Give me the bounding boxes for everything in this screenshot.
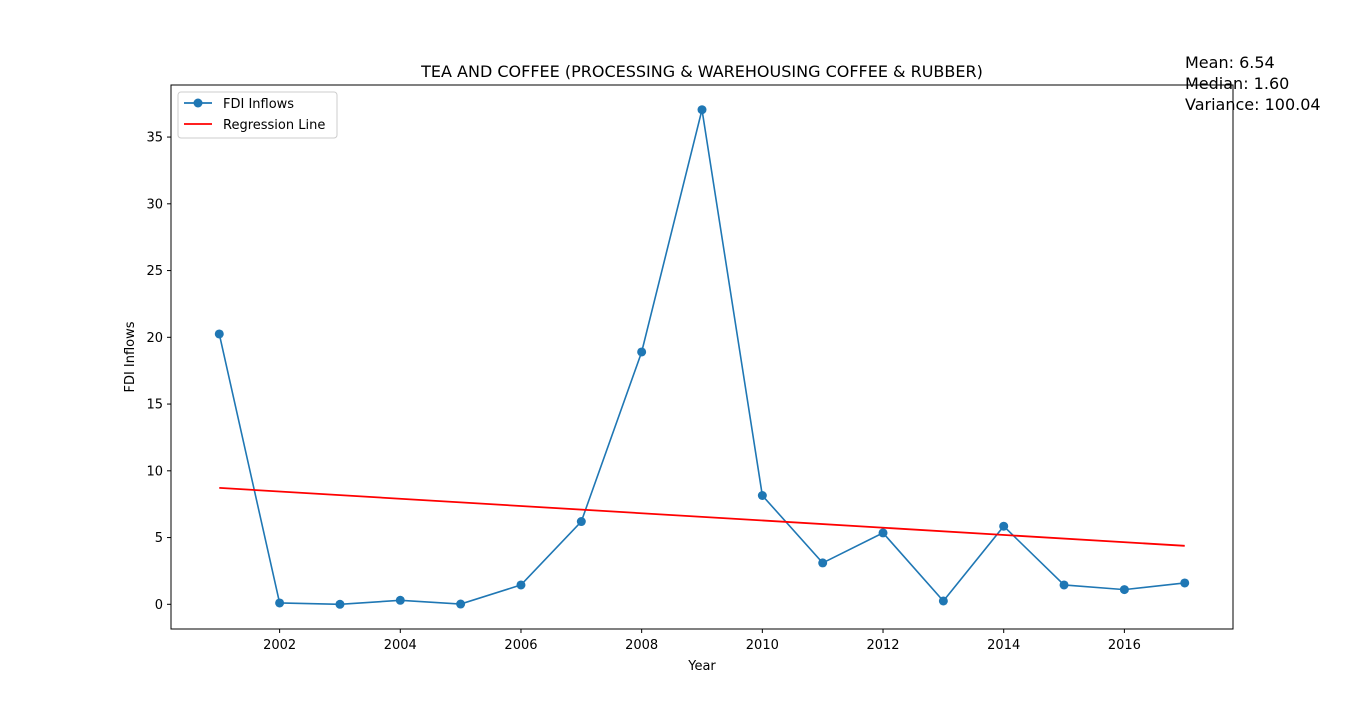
y-tick-label: 0 bbox=[155, 598, 163, 613]
y-tick-label: 30 bbox=[146, 197, 163, 212]
y-tick-label: 25 bbox=[146, 264, 163, 279]
y-axis-label: FDI Inflows bbox=[123, 321, 138, 392]
fdi-data-point bbox=[818, 558, 828, 568]
legend-regression-label: Regression Line bbox=[223, 118, 325, 133]
x-tick-label: 2010 bbox=[746, 638, 779, 653]
fdi-data-point bbox=[1059, 580, 1069, 590]
y-tick-label: 5 bbox=[155, 531, 163, 546]
fdi-data-point bbox=[576, 517, 586, 527]
fdi-data-point bbox=[275, 598, 285, 608]
x-tick-label: 2012 bbox=[866, 638, 899, 653]
x-axis: 2002 2004 2006 2008 2010 2012 2014 2016 bbox=[263, 629, 1141, 653]
y-axis: 0 5 10 15 20 25 30 35 bbox=[146, 131, 171, 613]
fdi-data-point bbox=[697, 105, 707, 115]
fdi-data-point bbox=[1119, 585, 1129, 595]
fdi-data-point bbox=[1180, 578, 1190, 588]
x-tick-label: 2014 bbox=[987, 638, 1020, 653]
x-tick-label: 2006 bbox=[504, 638, 537, 653]
stat-mean: Mean: 6.54 bbox=[1185, 53, 1275, 72]
fdi-data-point bbox=[938, 596, 948, 606]
fdi-data-point bbox=[395, 595, 405, 605]
x-tick-label: 2008 bbox=[625, 638, 658, 653]
chart-title: TEA AND COFFEE (PROCESSING & WAREHOUSING… bbox=[420, 62, 983, 81]
fdi-data-point bbox=[456, 599, 466, 609]
fdi-data-point bbox=[757, 491, 767, 501]
fdi-data-point bbox=[637, 347, 647, 357]
x-tick-label: 2002 bbox=[263, 638, 296, 653]
legend-box bbox=[177, 91, 338, 139]
regression-line bbox=[219, 486, 1185, 547]
y-tick-label: 10 bbox=[146, 464, 163, 479]
stat-variance: Variance: 100.04 bbox=[1185, 95, 1321, 114]
fdi-data-point bbox=[878, 528, 888, 538]
plot-area bbox=[170, 84, 1234, 630]
legend-fdi-marker bbox=[193, 98, 203, 108]
x-tick-label: 2016 bbox=[1108, 638, 1141, 653]
stats-annotation: Mean: 6.54 Median: 1.60 Variance: 100.04 bbox=[1185, 53, 1321, 114]
legend: FDI Inflows Regression Line bbox=[177, 91, 338, 139]
stat-median: Median: 1.60 bbox=[1185, 74, 1289, 93]
fdi-data-point bbox=[516, 580, 526, 590]
x-axis-label: Year bbox=[687, 659, 716, 674]
fdi-data-point bbox=[214, 329, 224, 339]
y-tick-label: 20 bbox=[146, 331, 163, 346]
fdi-data-point bbox=[335, 599, 345, 609]
x-tick-label: 2004 bbox=[384, 638, 417, 653]
fdi-data-point bbox=[999, 521, 1009, 531]
y-tick-label: 35 bbox=[146, 131, 163, 146]
series-layer bbox=[214, 105, 1190, 609]
y-tick-label: 15 bbox=[146, 398, 163, 413]
legend-fdi-label: FDI Inflows bbox=[223, 97, 294, 112]
